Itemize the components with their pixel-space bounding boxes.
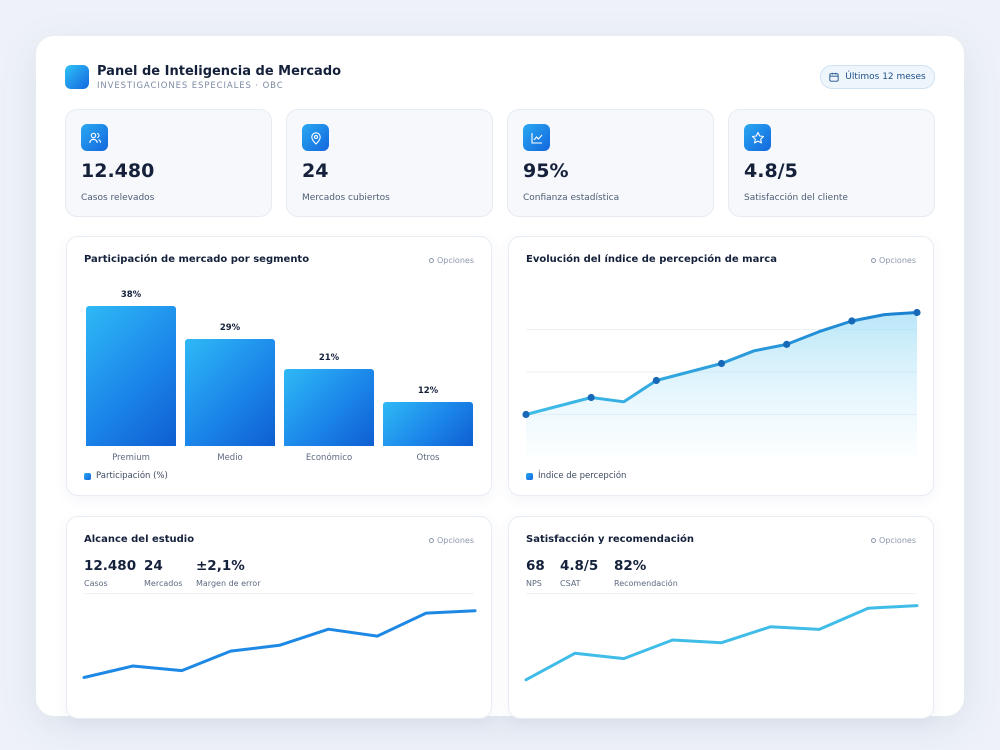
divider (526, 593, 916, 594)
options-label: Opciones (436, 536, 474, 545)
stat-label: Mercados (144, 579, 183, 588)
users-icon (81, 124, 108, 151)
kpi-value: 4.8/5 (744, 160, 798, 182)
kpi-card-cases: 12.480 Casos relevados (65, 109, 272, 217)
stat-value: ±2,1% (196, 558, 245, 574)
card-title: Satisfacción y recomendación (526, 534, 695, 545)
card-title: Alcance del estudio (84, 534, 195, 545)
options-button[interactable]: Opciones (870, 256, 916, 265)
bar-chart: 38% Premium 29% Medio 21% Económico 12% Otros (67, 237, 493, 497)
kpi-card-confidence: 95% Confianza estadística (507, 109, 714, 217)
kpi-label: Casos relevados (81, 193, 155, 203)
bar-category-label: Medio (217, 453, 243, 463)
stat-value: 12.480 (84, 558, 137, 574)
stat-value: 4.8/5 (560, 558, 599, 574)
data-point[interactable] (717, 359, 726, 368)
bar-category-label: Premium (112, 453, 150, 463)
bar-premium[interactable] (86, 306, 176, 446)
chart-legend: Participación (%) (84, 471, 168, 481)
bar-otros[interactable] (383, 401, 473, 446)
page-subtitle: INVESTIGACIONES ESPECIALES · OBC (97, 81, 284, 91)
bar-value-label: 29% (219, 323, 241, 334)
data-point[interactable] (652, 376, 660, 385)
stat-value: 24 (144, 558, 163, 574)
market-share-card: Participación de mercado por segmento Op… (66, 236, 492, 496)
area-chart (522, 308, 921, 457)
series-line (82, 609, 477, 679)
options-button[interactable]: Opciones (428, 536, 474, 545)
stat-value: 82% (614, 558, 647, 574)
star-icon (744, 124, 771, 151)
options-button[interactable]: Opciones (428, 256, 474, 265)
options-icon (428, 258, 434, 263)
legend-label: Participación (%) (96, 471, 168, 481)
data-point[interactable] (522, 410, 530, 419)
series-line (524, 604, 919, 682)
app-logo (65, 65, 89, 89)
card-title: Participación de mercado por segmento (84, 254, 310, 265)
stat-label: Casos (84, 579, 108, 588)
divider (84, 593, 474, 594)
legend-swatch (526, 472, 533, 480)
options-label: Opciones (878, 536, 916, 545)
options-icon (870, 538, 876, 543)
bar-value-label: 21% (318, 352, 340, 363)
stat-label: Recomendación (614, 579, 678, 588)
stat-label: CSAT (560, 579, 581, 588)
legend-label: Índice de percepción (538, 471, 627, 481)
stat-label: Margen de error (196, 579, 261, 588)
calendar-icon (829, 72, 839, 82)
kpi-value: 24 (302, 160, 329, 182)
kpi-card-satisfaction: 4.8/5 Satisfacción del cliente (728, 109, 935, 217)
kpi-label: Confianza estadística (523, 193, 620, 203)
kpi-label: Mercados cubiertos (302, 193, 390, 203)
options-label: Opciones (436, 256, 474, 265)
options-button[interactable]: Opciones (870, 536, 916, 545)
kpi-label: Satisfacción del cliente (744, 193, 848, 203)
kpi-card-markets: 24 Mercados cubiertos (286, 109, 493, 217)
stat-label: NPS (526, 579, 542, 588)
page-title: Panel de Inteligencia de Mercado (97, 64, 342, 79)
bar-value-label: 12% (417, 385, 439, 396)
options-icon (870, 258, 876, 263)
location-pin-icon (302, 124, 329, 151)
study-scope-card: Alcance del estudio Opciones 12.480 Caso… (66, 516, 492, 719)
bar-value-label: 38% (120, 290, 142, 300)
data-point[interactable] (783, 340, 791, 348)
satisfaction-card: Satisfacción y recomendación Opciones 68… (508, 516, 934, 719)
card-title: Evolución del índice de percepción de ma… (526, 254, 777, 265)
data-point[interactable] (913, 308, 921, 317)
brand-perception-card: Evolución del índice de percepción de ma… (508, 236, 934, 496)
options-icon (428, 538, 434, 543)
bar-económico[interactable] (284, 368, 374, 446)
kpi-value: 95% (523, 160, 569, 182)
legend-swatch (84, 472, 91, 480)
bar-category-label: Económico (305, 453, 353, 463)
bar-medio[interactable] (185, 339, 275, 446)
bar-category-label: Otros (416, 453, 440, 463)
data-point[interactable] (848, 317, 856, 325)
options-label: Opciones (878, 256, 916, 265)
chart-line-icon (523, 124, 550, 151)
period-filter-label: Últimos 12 meses (845, 72, 926, 82)
kpi-value: 12.480 (81, 160, 155, 182)
stat-value: 68 (526, 558, 545, 574)
area-fill (526, 312, 917, 457)
data-point[interactable] (587, 393, 595, 402)
scope-line-chart (82, 609, 477, 679)
chart-legend: Índice de percepción (526, 471, 626, 481)
satisfaction-line-chart (524, 604, 919, 682)
dashboard-header: Panel de Inteligencia de Mercado INVESTI… (65, 64, 935, 92)
period-filter-button[interactable]: Últimos 12 meses (820, 65, 935, 89)
